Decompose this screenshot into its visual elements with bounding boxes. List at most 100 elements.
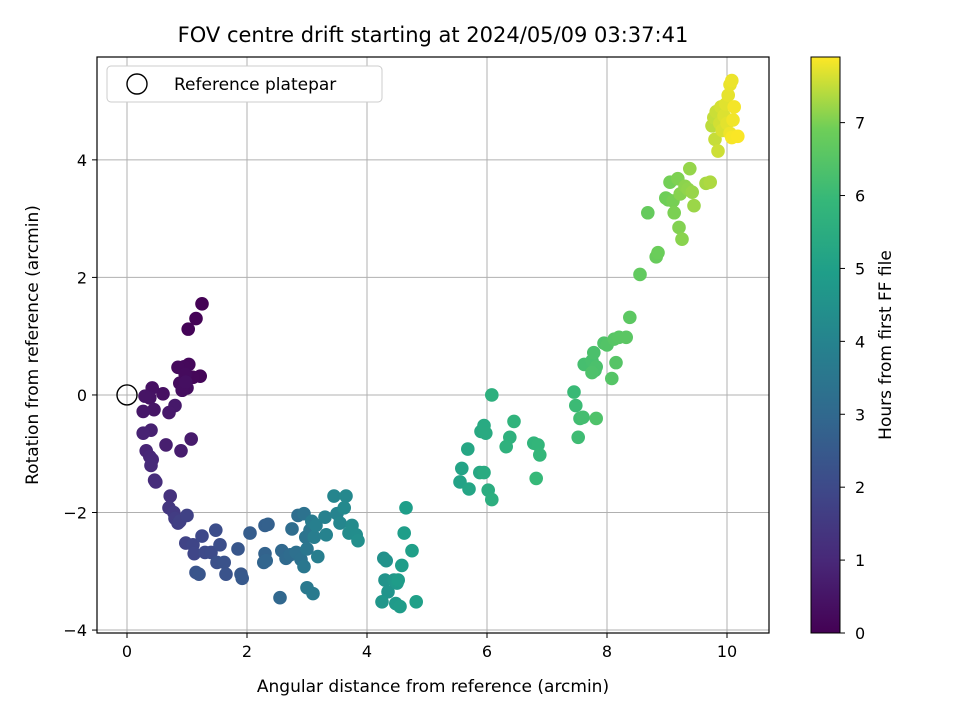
data-point (138, 389, 152, 403)
x-tick-label: 0 (122, 642, 132, 661)
data-point (499, 439, 513, 454)
x-tick-label: 2 (242, 642, 252, 661)
data-point (405, 543, 419, 558)
data-point (507, 414, 521, 429)
data-point (195, 297, 209, 311)
legend-marker-hollow-circle (126, 73, 148, 95)
data-point (587, 345, 601, 360)
data-point (259, 553, 274, 568)
data-point (576, 410, 590, 425)
colorbar-tick-label: 2 (855, 478, 865, 497)
data-point (726, 113, 740, 127)
colorbar-label: Hours from first FF file (876, 250, 896, 440)
x-tick-label: 6 (482, 642, 492, 661)
data-point (333, 516, 347, 530)
reference-marker (116, 384, 138, 406)
data-points (136, 73, 745, 614)
legend: Reference platepar (106, 65, 383, 103)
data-point (485, 492, 499, 507)
x-axis-label: Angular distance from reference (arcmin) (257, 677, 609, 697)
data-point (307, 530, 322, 544)
data-point (683, 161, 697, 176)
data-point (529, 471, 543, 486)
y-tick-label: −4 (63, 621, 87, 640)
data-point (381, 585, 395, 599)
data-point (731, 129, 745, 144)
data-point (174, 443, 188, 458)
data-point (318, 510, 332, 525)
data-point (217, 555, 231, 570)
data-point (243, 526, 257, 540)
data-point (485, 388, 499, 402)
data-point (136, 426, 150, 440)
data-point (184, 432, 198, 446)
data-point (395, 558, 409, 573)
data-point (351, 533, 365, 548)
y-tick-label: −2 (63, 504, 87, 523)
data-point (136, 404, 150, 419)
data-point (721, 88, 735, 103)
data-point (337, 501, 352, 515)
data-point (300, 542, 314, 556)
colorbar-tick-label: 0 (855, 624, 865, 643)
data-point (231, 542, 245, 556)
data-point (209, 523, 223, 537)
colorbar: 0 1 2 3 4 5 6 7 Hours from first FF file (810, 56, 896, 643)
data-point (711, 144, 725, 158)
data-point (162, 405, 176, 420)
data-point (309, 518, 323, 533)
y-tick-label: 4 (77, 151, 87, 170)
data-point (375, 595, 389, 609)
data-point (192, 567, 206, 582)
data-point (179, 375, 193, 389)
data-point (163, 489, 177, 503)
data-point (619, 330, 633, 345)
data-point (623, 310, 637, 325)
y-tick-label: 0 (77, 386, 87, 405)
x-tick-label: 10 (717, 642, 737, 661)
data-point (397, 526, 412, 540)
legend-label: Reference platepar (174, 75, 336, 95)
data-point (585, 365, 599, 380)
data-point (285, 522, 299, 536)
data-point (391, 573, 406, 587)
data-point (187, 546, 201, 561)
data-point (311, 549, 325, 564)
data-point (235, 571, 249, 586)
data-point (379, 553, 394, 568)
data-point (339, 489, 353, 503)
data-point (651, 245, 665, 260)
data-point (149, 475, 163, 489)
data-point (685, 185, 699, 199)
data-point (461, 442, 475, 456)
data-point (727, 100, 741, 114)
data-point (306, 586, 320, 601)
reference-platepar-point (116, 384, 138, 406)
data-point (195, 529, 209, 543)
data-point (144, 458, 158, 473)
data-point (667, 205, 681, 220)
data-point (589, 411, 603, 426)
legend-box (106, 65, 383, 103)
colorbar-tick-label: 5 (855, 259, 865, 278)
y-tick-label: 2 (77, 268, 87, 287)
data-point (261, 517, 275, 532)
data-point (567, 385, 581, 399)
data-point (569, 398, 583, 413)
data-point (479, 426, 493, 440)
data-point (273, 590, 287, 605)
colorbar-frame (810, 56, 841, 634)
colorbar-tick-label: 6 (855, 187, 865, 206)
data-point (213, 538, 227, 552)
data-point (319, 528, 334, 542)
data-point (462, 482, 476, 496)
data-point (687, 198, 701, 213)
x-axis-ticks: 0 2 4 6 8 10 (122, 633, 737, 661)
data-point (297, 559, 311, 574)
data-point (672, 220, 686, 235)
data-point (204, 545, 218, 560)
data-point (533, 448, 547, 462)
plot-frame (96, 56, 770, 634)
data-point (455, 461, 469, 476)
data-point (477, 465, 491, 480)
